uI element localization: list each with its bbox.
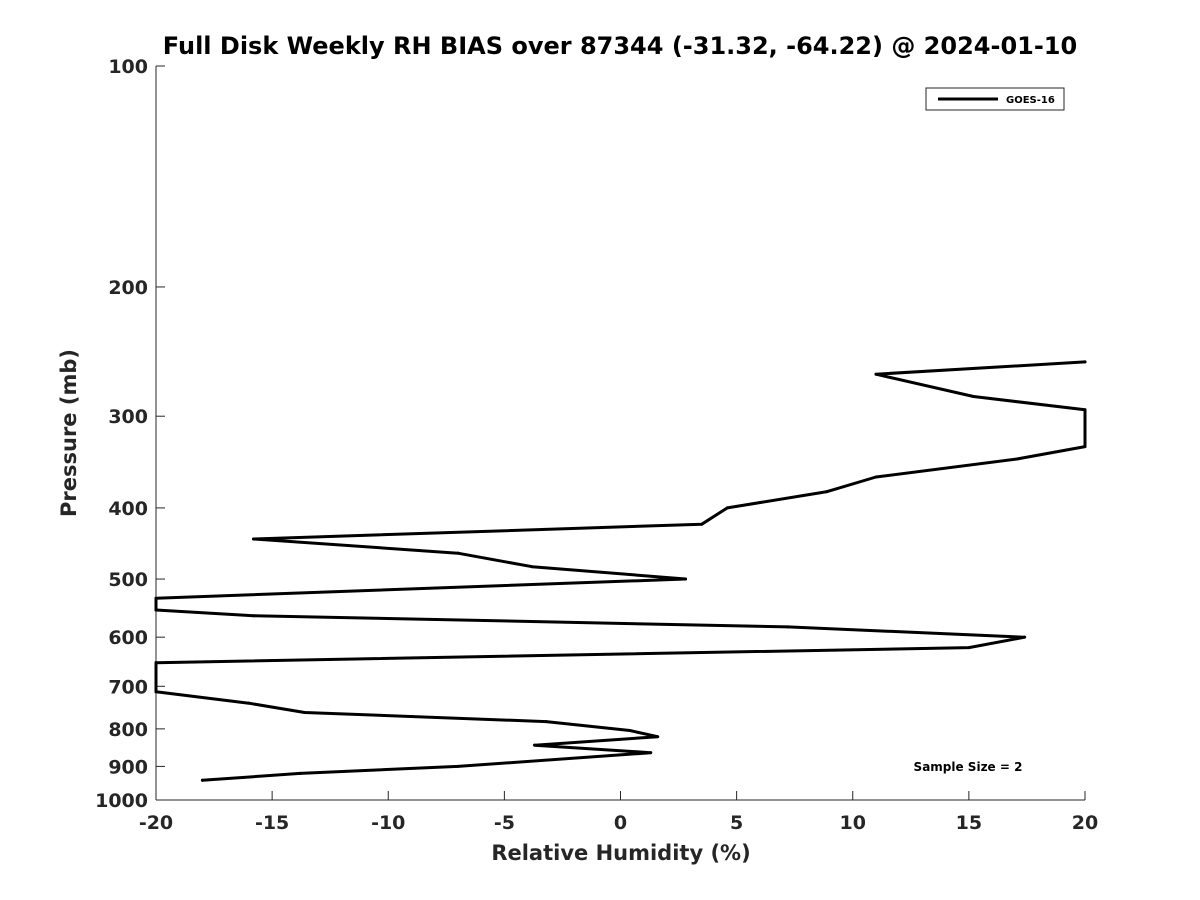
data-point xyxy=(684,577,688,581)
data-point xyxy=(825,490,829,494)
y-tick-label: 500 xyxy=(108,569,148,591)
x-tick-label: -15 xyxy=(255,812,289,834)
chart-title: Full Disk Weekly RH BIAS over 87344 (-31… xyxy=(163,32,1077,60)
x-tick-label: 15 xyxy=(956,812,982,834)
data-point xyxy=(1083,408,1087,412)
x-tick-label: -20 xyxy=(139,812,173,834)
data-point xyxy=(533,743,537,747)
data-point xyxy=(967,646,971,650)
data-point xyxy=(1083,360,1087,364)
data-point xyxy=(700,522,704,526)
data-point xyxy=(544,720,548,724)
data-point xyxy=(303,711,307,715)
data-point xyxy=(298,771,302,775)
y-tick-label: 1000 xyxy=(95,790,148,812)
y-tick-label: 600 xyxy=(108,627,148,649)
data-point xyxy=(649,751,653,755)
x-tick-label: 20 xyxy=(1072,812,1098,834)
y-tick-label: 100 xyxy=(108,56,148,78)
legend: GOES-16 xyxy=(925,87,1065,111)
x-axis-label: Relative Humidity (%) xyxy=(491,841,750,865)
legend-label-goes16: GOES-16 xyxy=(1006,95,1055,106)
y-tick-label: 900 xyxy=(108,756,148,778)
data-point xyxy=(154,596,158,600)
data-point xyxy=(786,625,790,629)
data-point xyxy=(628,728,632,732)
x-tick-label: -5 xyxy=(494,812,515,834)
data-point xyxy=(154,661,158,665)
data-point xyxy=(252,537,256,541)
data-point xyxy=(656,735,660,739)
data-point xyxy=(154,690,158,694)
plot-area: -20 -15 -10 -5 0 5 10 15 20 100 200 300 400 500 600 700… xyxy=(95,56,1098,834)
x-tick-label: 0 xyxy=(614,812,627,834)
y-axis-label: Pressure (mb) xyxy=(57,349,81,517)
sample-size-annotation: Sample Size = 2 xyxy=(914,760,1023,774)
data-point xyxy=(874,475,878,479)
y-tick-label: 300 xyxy=(108,406,148,428)
y-tick-label: 700 xyxy=(108,676,148,698)
x-tick-label: 10 xyxy=(840,812,866,834)
y-tick-label: 800 xyxy=(108,719,148,741)
data-point xyxy=(972,394,976,398)
data-point xyxy=(1083,445,1087,449)
data-point xyxy=(725,506,729,510)
data-point xyxy=(1016,457,1020,461)
data-point xyxy=(252,614,256,618)
x-tick-label: 5 xyxy=(730,812,743,834)
x-tick-label: -10 xyxy=(371,812,405,834)
data-point xyxy=(456,764,460,768)
series-line-goes16 xyxy=(154,360,1087,782)
y-tick-label: 200 xyxy=(108,277,148,299)
data-point xyxy=(200,778,204,782)
y-tick-label: 400 xyxy=(108,498,148,520)
data-point xyxy=(530,565,534,569)
data-point xyxy=(1023,635,1027,639)
data-point xyxy=(154,608,158,612)
data-point xyxy=(247,701,251,705)
data-point xyxy=(456,551,460,555)
data-point xyxy=(874,372,878,376)
